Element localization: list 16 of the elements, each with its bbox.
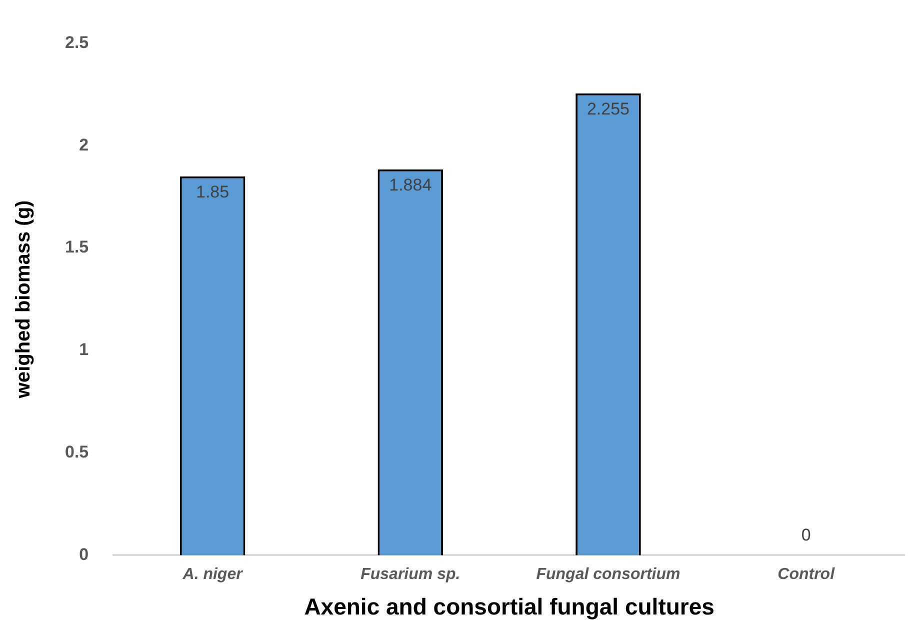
- x-tick-label: Fusarium sp.: [360, 566, 460, 584]
- y-axis-title: weighed biomass (g): [12, 200, 35, 400]
- x-tick-label: A. niger: [182, 566, 244, 584]
- data-label: 1.884: [389, 176, 432, 195]
- data-label: 0: [801, 525, 811, 544]
- y-tick-label: 0.5: [64, 442, 89, 462]
- y-tick-label: 1.5: [64, 238, 89, 257]
- y-tick-label: 2: [79, 135, 89, 154]
- x-tick-label: Fungal consortium: [536, 566, 680, 584]
- x-axis-title: Axenic and consortial fungal cultures: [304, 594, 714, 620]
- data-label: 2.255: [586, 100, 630, 119]
- y-tick-label: 1: [79, 340, 89, 360]
- y-tick-label: 0: [79, 544, 89, 564]
- x-tick-label: Control: [778, 566, 836, 584]
- data-label: 1.85: [196, 182, 230, 202]
- y-tick-label: 2.5: [64, 32, 89, 52]
